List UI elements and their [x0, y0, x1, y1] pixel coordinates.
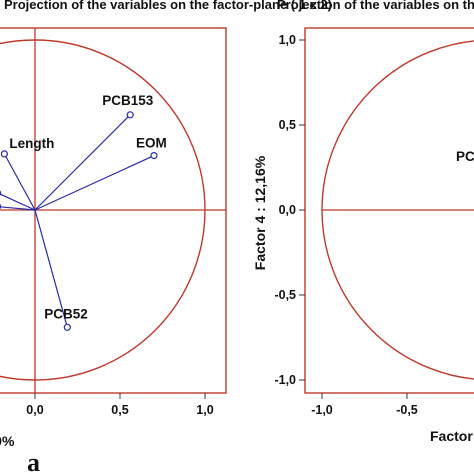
panel-b-unit-circle	[321, 40, 474, 380]
panel-a-x-ticks: 0,0 0,5 1,0	[26, 393, 214, 417]
panel-b-x-axis-label: Factor	[430, 428, 473, 444]
x-tick-label: 0,0	[26, 403, 43, 417]
panel-b-y-ticks: 1,0 0,5 0,0 -0,5 -1,0	[274, 33, 305, 387]
vector-line	[34, 155, 155, 211]
vector-line	[3, 153, 36, 211]
variable-label: Length	[9, 136, 54, 151]
panel-a: Projection of the variables on the facto…	[0, 0, 332, 474]
y-tick-label: 0,5	[279, 118, 296, 132]
x-tick-label: 0,5	[111, 403, 128, 417]
vector-line	[0, 193, 36, 211]
vector-point	[0, 203, 2, 210]
vector-line	[34, 209, 68, 328]
y-tick-label: -0,5	[274, 288, 296, 302]
panel-b-y-axis-label: Factor 4 : 12,16%	[252, 155, 268, 270]
panel-a-vectors: PCB153 EOM Length PCB52	[0, 93, 167, 331]
x-tick-label: 1,0	[196, 403, 213, 417]
vector-line	[0, 206, 36, 211]
y-tick-label: -1,0	[274, 373, 296, 387]
vector-line	[34, 114, 131, 211]
panel-a-label: a	[27, 448, 40, 474]
y-tick-label: 1,0	[279, 33, 296, 47]
vector-point	[126, 111, 134, 119]
vector-point	[150, 152, 158, 160]
panel-a-title: Projection of the variables on the facto…	[4, 0, 332, 12]
panel-b: Projection of the variables on the facto…	[252, 0, 474, 444]
panel-b-x-ticks: -1,0 -0,5	[311, 393, 418, 417]
y-tick-label: 0,0	[279, 203, 296, 217]
vector-point	[0, 190, 2, 196]
variable-label: PCB153	[102, 93, 154, 108]
panel-a-x-axis-label: Factor 1 : 30,29%	[0, 433, 15, 449]
vector-point	[0, 150, 9, 158]
x-tick-label: -1,0	[311, 403, 333, 417]
variable-label: PCB52	[44, 306, 88, 321]
panel-b-title: Projection of the variables on the facto…	[277, 0, 474, 12]
x-tick-label: -0,5	[396, 403, 418, 417]
variable-label: EOM	[136, 136, 167, 151]
panel-b-variable-labels: PCB	[456, 149, 474, 164]
vector-point	[63, 323, 71, 331]
variable-label: PCB	[456, 149, 474, 164]
